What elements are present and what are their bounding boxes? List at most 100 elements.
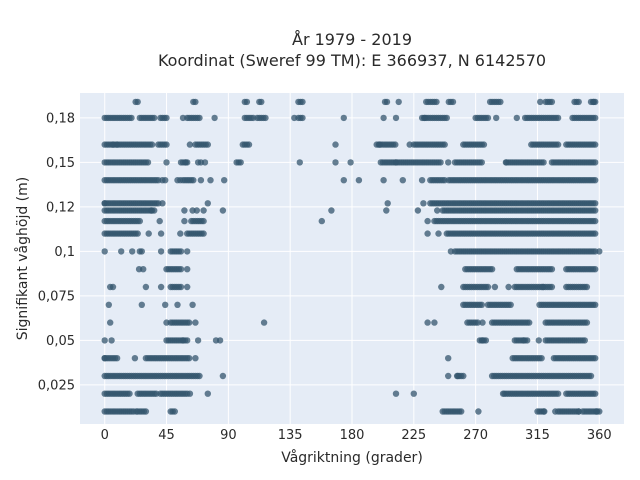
data-point: [587, 372, 595, 380]
data-point: [592, 114, 599, 122]
data-point: [128, 114, 135, 122]
data-point: [437, 159, 444, 166]
data-point: [392, 159, 400, 166]
data-point: [380, 177, 387, 184]
data-point: [583, 319, 591, 326]
data-point: [480, 141, 488, 148]
y-tick-label: 0,18: [46, 111, 75, 126]
x-tick-label: 180: [340, 428, 365, 443]
data-point: [593, 408, 600, 415]
data-point: [108, 337, 115, 344]
data-points: [101, 98, 603, 415]
data-point: [445, 159, 452, 166]
data-point: [475, 408, 482, 415]
data-point: [136, 217, 143, 225]
data-point: [484, 283, 492, 291]
data-point: [192, 355, 199, 362]
data-point: [554, 141, 562, 148]
data-point: [596, 248, 603, 255]
data-point: [445, 372, 452, 380]
data-point: [383, 207, 390, 214]
y-tick-label: 0,075: [38, 289, 75, 304]
data-point: [583, 283, 591, 291]
data-point: [196, 114, 203, 122]
data-point: [219, 372, 227, 380]
x-tick-label: 90: [220, 428, 237, 443]
data-point: [479, 337, 486, 344]
data-point: [433, 98, 440, 106]
data-point: [192, 98, 199, 106]
data-point: [237, 159, 244, 166]
data-point: [392, 141, 399, 148]
data-point: [554, 390, 562, 397]
data-point: [186, 141, 194, 148]
data-point: [392, 114, 400, 122]
data-point: [328, 207, 335, 214]
data-point: [204, 390, 211, 397]
data-point: [318, 217, 325, 225]
data-point: [548, 266, 556, 273]
data-point: [216, 337, 224, 344]
data-point: [189, 301, 196, 308]
data-point: [151, 114, 158, 122]
data-point: [380, 114, 387, 122]
data-point: [181, 217, 188, 225]
data-point: [458, 408, 465, 415]
data-point: [296, 159, 303, 166]
data-point: [548, 283, 556, 291]
data-point: [434, 207, 441, 214]
data-point: [478, 301, 485, 308]
data-point: [384, 200, 391, 207]
data-point: [126, 390, 133, 397]
data-point: [541, 408, 548, 415]
y-tick-label: 0,025: [38, 378, 75, 393]
data-point: [162, 301, 169, 308]
data-point: [260, 319, 268, 326]
data-point: [592, 159, 599, 166]
data-point: [101, 200, 108, 207]
data-point: [592, 230, 599, 237]
data-point: [383, 98, 391, 106]
data-point: [299, 98, 306, 106]
data-point: [592, 141, 599, 148]
data-point: [262, 114, 269, 122]
data-point: [535, 337, 542, 344]
data-point: [156, 217, 163, 225]
data-point: [493, 114, 500, 122]
data-point: [113, 355, 121, 362]
data-point: [484, 114, 492, 122]
data-point: [179, 337, 187, 344]
x-tick-label: 0: [101, 428, 109, 443]
data-point: [438, 283, 445, 291]
data-point: [447, 248, 455, 255]
data-point: [145, 230, 152, 237]
data-point: [204, 200, 211, 207]
data-point: [424, 319, 431, 326]
x-axis-ticks: 0 45 90 135 180 225 270 315 360: [101, 428, 612, 443]
data-point: [200, 217, 207, 225]
data-point: [406, 141, 413, 148]
data-point: [109, 283, 117, 291]
data-point: [200, 230, 207, 237]
data-point: [107, 319, 114, 326]
data-point: [414, 207, 422, 214]
data-point: [431, 319, 438, 326]
data-point: [134, 230, 141, 237]
data-point: [163, 141, 170, 148]
data-point: [174, 301, 181, 308]
data-point: [592, 301, 599, 308]
data-point: [418, 177, 426, 184]
data-point: [592, 200, 599, 207]
data-point: [211, 114, 218, 122]
data-point: [347, 159, 354, 166]
data-point: [575, 98, 582, 106]
data-point: [491, 283, 499, 291]
data-point: [399, 177, 406, 184]
data-point: [449, 98, 457, 106]
data-point: [163, 319, 170, 326]
data-point: [157, 248, 165, 255]
data-point: [520, 337, 527, 344]
data-point: [548, 98, 556, 106]
